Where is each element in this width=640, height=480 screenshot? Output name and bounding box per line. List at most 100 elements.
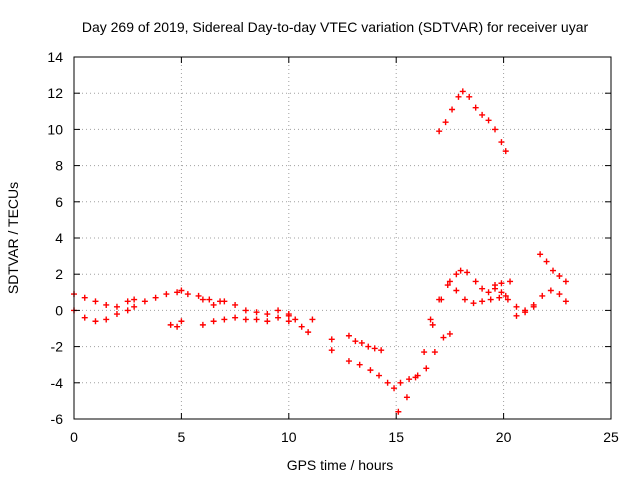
data-point [242, 307, 249, 314]
data-point [292, 316, 299, 323]
data-point [367, 367, 374, 374]
data-point [174, 323, 181, 330]
data-point [395, 408, 402, 415]
data-point [453, 287, 460, 294]
data-point [487, 296, 494, 303]
data-point [502, 148, 509, 155]
data-point [113, 311, 120, 318]
data-point [345, 358, 352, 365]
data-point [446, 278, 453, 285]
data-point [113, 303, 120, 310]
data-point [285, 312, 292, 319]
data-point [328, 347, 335, 354]
data-point [556, 273, 563, 280]
data-point [470, 300, 477, 307]
data-point [328, 336, 335, 343]
series-arc-d-points [328, 336, 335, 354]
data-point [103, 301, 110, 308]
data-point [479, 298, 486, 305]
data-point [485, 289, 492, 296]
y-tick-label: 6 [55, 194, 63, 210]
data-point [376, 372, 383, 379]
data-point [141, 298, 148, 305]
y-tick-label: 0 [55, 302, 63, 318]
data-point [178, 287, 185, 294]
data-point [352, 338, 359, 345]
x-tick-label: 15 [388, 429, 404, 445]
data-point [461, 296, 468, 303]
series-arc-a-lower [71, 303, 138, 325]
x-tick-label: 0 [70, 429, 78, 445]
data-point [522, 309, 529, 316]
data-point [264, 311, 271, 318]
series-arc-k [537, 251, 569, 285]
data-point [504, 296, 511, 303]
data-point [298, 323, 305, 330]
data-point [124, 307, 131, 314]
y-tick-label: -2 [51, 339, 64, 355]
y-tick-label: 10 [47, 121, 63, 137]
data-point [507, 278, 514, 285]
series-arc-a-upper [71, 291, 138, 310]
series-arc-c-lower [199, 314, 292, 328]
tick-layer: 0 5 10 15 20 25 -6 -4 -2 0 2 4 6 8 10 12 14 [47, 49, 619, 445]
data-point [356, 361, 363, 368]
x-axis-label: GPS time / hours [287, 457, 394, 473]
data-point [242, 316, 249, 323]
data-point [485, 117, 492, 124]
data-point [174, 289, 181, 296]
data-point [384, 379, 391, 386]
data-point [206, 296, 213, 303]
data-point [444, 282, 451, 289]
data-point [498, 289, 505, 296]
data-point [275, 307, 282, 314]
series-arc-j-low [513, 303, 537, 319]
data-point [103, 316, 110, 323]
y-tick-label: -4 [51, 375, 64, 391]
data-point [195, 292, 202, 299]
x-tick-label: 25 [603, 429, 619, 445]
data-point [92, 298, 99, 305]
data-point [167, 321, 174, 328]
series-arc-g [395, 267, 505, 415]
data-point [479, 111, 486, 118]
data-point [232, 301, 239, 308]
data-point [199, 296, 206, 303]
data-point [556, 291, 563, 298]
data-point [457, 267, 464, 274]
data-point [92, 318, 99, 325]
y-tick-label: -6 [51, 411, 64, 427]
data-point [466, 93, 473, 100]
data-point [397, 379, 404, 386]
data-point [492, 282, 499, 289]
data-point [472, 104, 479, 111]
data-point [459, 88, 466, 95]
data-point [253, 309, 260, 316]
data-point [124, 298, 131, 305]
data-point [496, 294, 503, 301]
data-point [275, 314, 282, 321]
series-arc-b [141, 287, 224, 305]
y-tick-label: 4 [55, 230, 63, 246]
data-point [358, 339, 365, 346]
data-point [210, 301, 217, 308]
mark-layer [71, 88, 569, 415]
data-point [221, 316, 228, 323]
data-point [403, 394, 410, 401]
data-point [431, 349, 438, 356]
data-point [530, 303, 537, 310]
data-point [253, 316, 260, 323]
series-arc-e [345, 332, 385, 354]
series-isolated [507, 278, 514, 285]
data-point [427, 316, 434, 323]
data-point [414, 372, 421, 379]
data-point [550, 267, 557, 274]
series-arc-i [427, 282, 509, 323]
data-point [436, 128, 443, 135]
data-point [371, 345, 378, 352]
data-point [345, 332, 352, 339]
data-point [264, 318, 271, 325]
data-point [562, 298, 569, 305]
x-tick-label: 5 [178, 429, 186, 445]
